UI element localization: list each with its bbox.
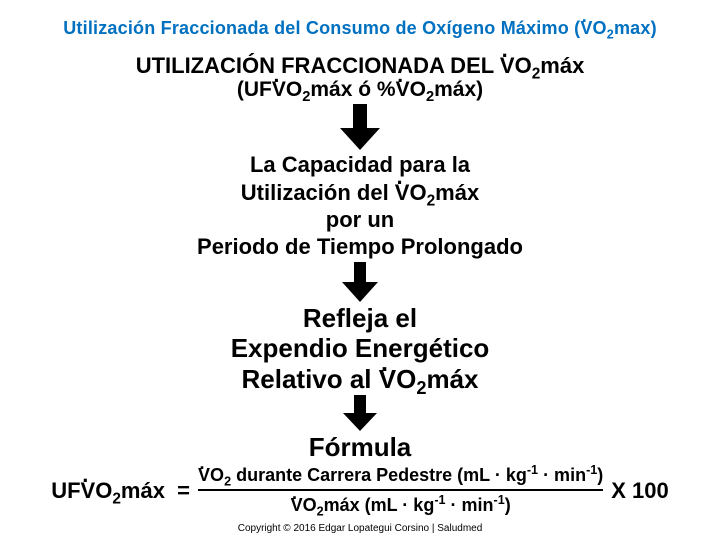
reflect-line-2: Expendio Energético	[12, 334, 708, 363]
fraction-bar	[198, 489, 603, 491]
arrow-2	[12, 262, 708, 302]
slide-root: Utilización Fraccionada del Consumo de O…	[0, 0, 720, 540]
reflect-line-1: Refleja el	[12, 304, 708, 333]
arrow-1	[12, 104, 708, 150]
capacity-line-4: Periodo de Tiempo Prolongado	[12, 234, 708, 259]
equation-fraction: VO2 durante Carrera Pedestre (mL · kg-1 …	[198, 465, 603, 516]
slide-title: Utilización Fraccionada del Consumo de O…	[12, 18, 708, 39]
formula-label: Fórmula	[12, 433, 708, 463]
capacity-line-3: por un	[12, 207, 708, 232]
arrow-3	[12, 395, 708, 431]
heading-line-1: UTILIZACIÓN FRACCIONADA DEL VO2máx	[12, 53, 708, 78]
equation-denominator: VO2máx (mL · kg-1 · min-1)	[291, 495, 511, 517]
capacity-line-2: Utilización del VO2máx	[12, 180, 708, 205]
down-arrow-icon	[343, 395, 377, 431]
equation-lhs: UFVO2máx =	[51, 478, 190, 504]
equation-numerator: VO2 durante Carrera Pedestre (mL · kg-1 …	[198, 465, 603, 487]
capacity-line-1: La Capacidad para la	[12, 152, 708, 177]
equation-multiplier: X 100	[611, 478, 669, 504]
heading-line-2: (UFVO2máx ó %VO2máx)	[12, 78, 708, 102]
copyright: Copyright © 2016 Edgar Lopategui Corsino…	[0, 523, 720, 534]
down-arrow-icon	[340, 104, 380, 150]
reflect-line-3: Relativo al VO2máx	[12, 365, 708, 394]
down-arrow-icon	[342, 262, 378, 302]
equation: UFVO2máx = VO2 durante Carrera Pedestre …	[12, 465, 708, 516]
